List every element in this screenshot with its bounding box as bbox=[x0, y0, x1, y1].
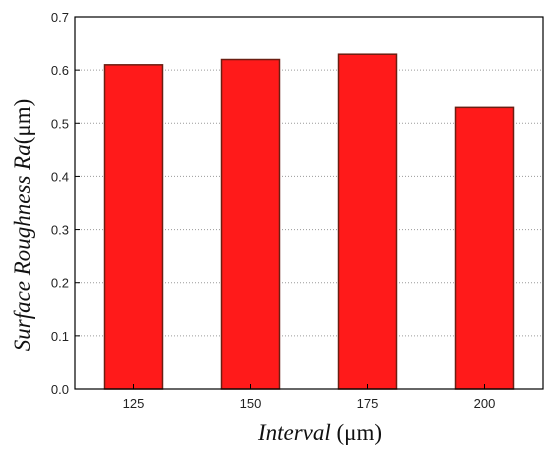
x-tick-label: 175 bbox=[357, 396, 379, 411]
y-tick-label: 0.7 bbox=[51, 10, 69, 25]
x-tick-label: 125 bbox=[123, 396, 145, 411]
y-axis-title: Surface Roughness Ra bbox=[10, 144, 35, 351]
bars bbox=[103, 53, 515, 390]
y-tick-label: 0.6 bbox=[51, 63, 69, 78]
bar-125 bbox=[103, 64, 164, 390]
bar-200 bbox=[454, 106, 515, 390]
y-tick-label: 0.0 bbox=[51, 382, 69, 397]
plot-frame bbox=[74, 16, 544, 390]
y-tick-label: 0.3 bbox=[51, 223, 69, 238]
x-axis-label: Interval (μm) bbox=[257, 420, 382, 445]
y-axis-ticks: 0.0 0.1 0.2 0.3 0.4 0.5 0.6 0.7 bbox=[51, 10, 80, 397]
bar-175 bbox=[337, 53, 398, 390]
y-tick-label: 0.5 bbox=[51, 116, 69, 131]
y-tick-label: 0.4 bbox=[51, 169, 69, 184]
x-tick-label: 200 bbox=[474, 396, 496, 411]
y-axis-label: Surface Roughness Ra(μm) bbox=[10, 99, 35, 352]
x-axis-ticks: 125 150 175 200 bbox=[123, 384, 496, 411]
x-axis-title: Interval bbox=[257, 420, 331, 445]
x-axis-unit: (μm) bbox=[331, 420, 382, 445]
y-axis-unit: (μm) bbox=[10, 99, 35, 145]
y-tick-label: 0.1 bbox=[51, 329, 69, 344]
bar-150 bbox=[220, 58, 281, 390]
y-tick-label: 0.2 bbox=[51, 276, 69, 291]
x-tick-label: 150 bbox=[240, 396, 262, 411]
